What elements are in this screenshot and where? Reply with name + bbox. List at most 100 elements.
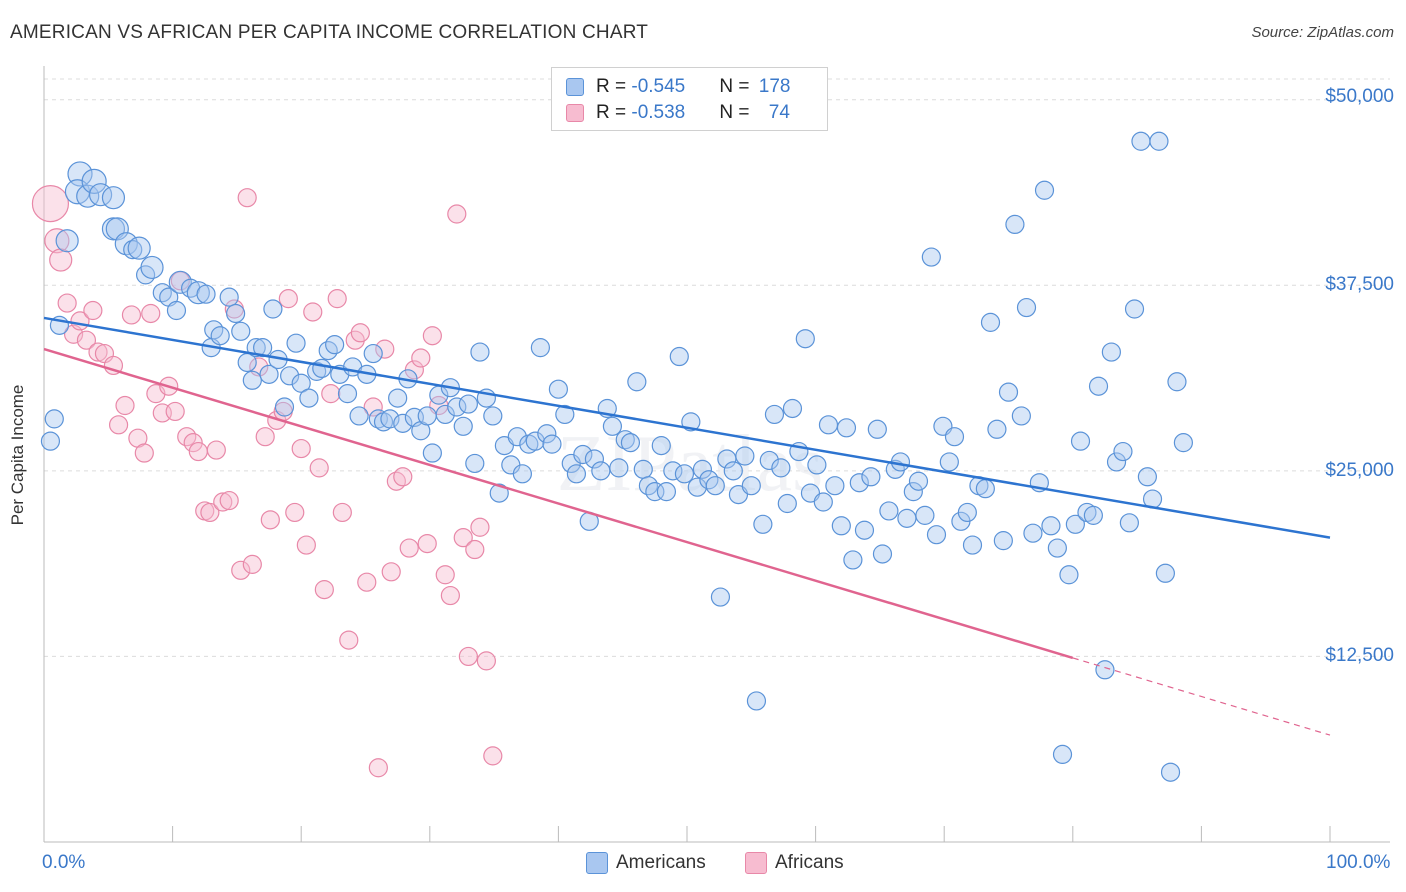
african-point — [88, 342, 108, 362]
american-point — [849, 473, 869, 493]
axes — [43, 66, 1390, 843]
american-point — [1016, 297, 1037, 318]
africans-r-value: -0.538 — [631, 102, 686, 123]
africans-points — [31, 185, 503, 778]
american-point — [55, 229, 79, 253]
american-point — [81, 168, 107, 194]
american-point — [746, 691, 767, 711]
africans-trend-line — [43, 347, 1074, 660]
bottom-legend-africans: Africans — [745, 852, 844, 874]
american-point — [1011, 406, 1031, 426]
american-point — [1106, 452, 1127, 472]
american-point — [483, 406, 503, 426]
african-point — [231, 560, 251, 580]
legend: R = -0.545 N = 178 R = -0.538 N = 74 — [551, 67, 828, 131]
american-point — [246, 338, 266, 358]
american-point — [555, 404, 575, 425]
american-point — [939, 452, 959, 472]
american-point — [76, 184, 100, 208]
x-tick-max: 100.0% — [1326, 852, 1391, 873]
americans-n-label: N = — [719, 76, 755, 97]
african-point — [76, 330, 97, 350]
american-point — [101, 186, 126, 210]
american-point — [903, 482, 923, 502]
african-point — [476, 651, 496, 671]
american-point — [530, 338, 550, 358]
american-point — [975, 479, 995, 499]
american-point — [1059, 565, 1079, 585]
african-point — [291, 438, 311, 459]
american-point — [1113, 441, 1133, 462]
american-point — [926, 525, 947, 545]
american-point — [210, 326, 230, 346]
american-point — [242, 370, 262, 390]
american-point — [987, 419, 1007, 439]
africans-n-value: 74 — [768, 102, 790, 123]
african-point — [213, 492, 233, 512]
african-point — [296, 535, 316, 555]
american-point — [447, 397, 467, 417]
african-point — [393, 467, 413, 487]
american-point — [980, 312, 1001, 332]
american-point — [231, 321, 251, 341]
african-point — [255, 427, 275, 447]
american-point — [753, 514, 773, 534]
african-point — [399, 538, 419, 558]
american-point — [349, 406, 369, 426]
african-point — [141, 303, 161, 324]
source-label: Source: ZipAtlas.com — [1251, 24, 1394, 41]
american-point — [512, 464, 532, 484]
american-point — [710, 587, 731, 607]
african-point — [183, 433, 203, 453]
american-point — [489, 483, 509, 503]
american-point — [307, 361, 327, 381]
africans-r-label: R = — [596, 102, 632, 123]
americans-swatch — [566, 78, 584, 96]
american-point — [1005, 214, 1025, 234]
african-point — [237, 188, 257, 208]
african-point — [368, 758, 388, 778]
american-point — [337, 384, 358, 404]
american-point — [861, 467, 881, 487]
africans-n-label: N = — [719, 102, 755, 123]
americans-legend-swatch — [586, 852, 608, 874]
chart-title: AMERICAN VS AFRICAN PER CAPITA INCOME CO… — [10, 22, 649, 43]
american-point — [105, 217, 129, 241]
american-point — [573, 444, 593, 465]
american-point — [1023, 523, 1043, 543]
american-point — [166, 300, 187, 321]
american-point — [998, 382, 1019, 402]
african-point — [309, 458, 329, 478]
american-point — [1119, 513, 1139, 533]
american-point — [656, 482, 677, 502]
american-point — [312, 358, 332, 379]
american-point — [1095, 660, 1115, 680]
american-point — [1124, 299, 1145, 319]
americans-r-value: -0.545 — [631, 76, 686, 97]
african-point — [350, 323, 370, 343]
american-point — [993, 531, 1013, 551]
african-point — [108, 415, 129, 435]
american-point — [388, 388, 408, 408]
american-point — [764, 404, 785, 425]
african-point — [57, 293, 77, 313]
african-point — [206, 440, 226, 460]
african-point — [363, 397, 383, 417]
african-point — [165, 401, 185, 422]
american-point — [127, 236, 151, 260]
americans-legend-label: Americans — [616, 852, 706, 873]
legend-row-africans: R = -0.538 N = 74 — [566, 101, 790, 125]
bottom-legend-americans: Americans — [586, 852, 706, 874]
american-point — [807, 455, 827, 475]
african-point — [49, 248, 73, 272]
american-point — [1101, 342, 1121, 362]
african-point — [219, 490, 239, 511]
american-point — [1052, 744, 1073, 765]
american-point — [219, 287, 239, 307]
american-point — [458, 394, 478, 414]
american-point — [1041, 516, 1061, 536]
american-point — [681, 412, 701, 432]
african-point — [188, 441, 208, 462]
american-point — [813, 492, 833, 512]
american-point — [226, 303, 246, 324]
